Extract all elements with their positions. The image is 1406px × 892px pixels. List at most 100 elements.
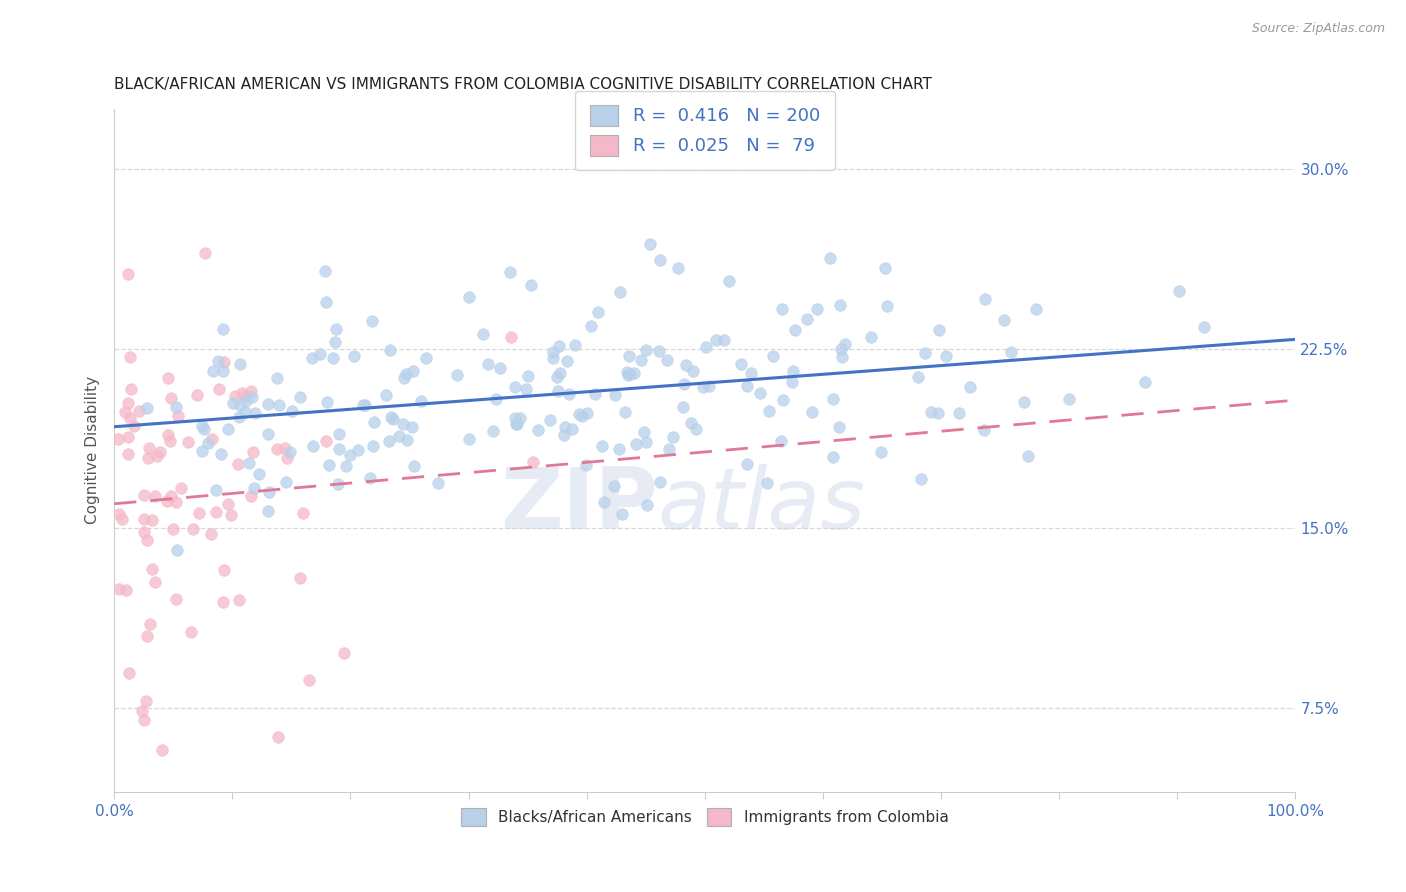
Point	[737, 457, 759, 471]
Point	[242, 444, 264, 458]
Point	[247, 467, 270, 482]
Point	[204, 483, 226, 497]
Point	[156, 493, 179, 508]
Point	[636, 498, 658, 512]
Point	[616, 368, 638, 382]
Point	[685, 422, 707, 436]
Point	[156, 428, 179, 442]
Point	[309, 347, 332, 361]
Point	[579, 319, 602, 334]
Text: Source: ZipAtlas.com: Source: ZipAtlas.com	[1251, 22, 1385, 36]
Point	[208, 382, 231, 396]
Point	[169, 481, 191, 495]
Point	[107, 432, 129, 446]
Point	[111, 512, 134, 526]
Point	[458, 290, 481, 304]
Point	[636, 343, 658, 358]
Point	[361, 314, 384, 328]
Point	[382, 412, 405, 426]
Point	[547, 384, 569, 399]
Point	[679, 417, 702, 431]
Point	[138, 441, 160, 455]
Point	[193, 422, 215, 436]
Point	[623, 366, 645, 380]
Point	[239, 489, 262, 503]
Point	[603, 479, 626, 493]
Point	[118, 350, 141, 364]
Point	[583, 386, 606, 401]
Point	[343, 350, 366, 364]
Point	[276, 451, 298, 466]
Point	[240, 384, 263, 398]
Point	[695, 340, 717, 354]
Point	[233, 405, 256, 419]
Point	[160, 391, 183, 405]
Point	[427, 475, 450, 490]
Point	[607, 442, 630, 457]
Point	[135, 401, 157, 416]
Point	[194, 245, 217, 260]
Point	[157, 371, 180, 385]
Point	[212, 595, 235, 609]
Point	[167, 409, 190, 424]
Point	[457, 432, 479, 446]
Point	[870, 445, 893, 459]
Point	[136, 450, 159, 465]
Point	[575, 458, 598, 473]
Point	[506, 417, 529, 431]
Point	[212, 321, 235, 335]
Point	[561, 421, 583, 435]
Point	[339, 448, 361, 462]
Point	[274, 441, 297, 455]
Point	[328, 426, 350, 441]
Point	[558, 386, 581, 401]
Point	[114, 405, 136, 419]
Point	[920, 404, 942, 418]
Point	[935, 349, 957, 363]
Point	[1017, 450, 1039, 464]
Point	[873, 261, 896, 276]
Point	[132, 488, 155, 502]
Point	[619, 368, 641, 382]
Point	[141, 512, 163, 526]
Point	[314, 264, 336, 278]
Text: BLACK/AFRICAN AMERICAN VS IMMIGRANTS FROM COLOMBIA COGNITIVE DISABILITY CORRELAT: BLACK/AFRICAN AMERICAN VS IMMIGRANTS FRO…	[114, 78, 932, 93]
Point	[217, 422, 239, 436]
Point	[318, 458, 340, 472]
Point	[166, 542, 188, 557]
Point	[117, 396, 139, 410]
Point	[229, 398, 252, 412]
Point	[380, 410, 402, 425]
Point	[266, 371, 288, 385]
Point	[821, 392, 844, 406]
Point	[650, 252, 672, 267]
Point	[238, 456, 260, 470]
Point	[1168, 284, 1191, 298]
Point	[235, 389, 257, 403]
Point	[197, 436, 219, 450]
Point	[672, 401, 695, 415]
Point	[117, 268, 139, 282]
Point	[603, 387, 626, 401]
Point	[363, 415, 385, 429]
Point	[149, 445, 172, 459]
Point	[522, 455, 544, 469]
Point	[446, 368, 468, 383]
Point	[541, 345, 564, 359]
Point	[377, 434, 399, 448]
Point	[267, 398, 290, 412]
Point	[973, 423, 995, 437]
Point	[187, 506, 209, 520]
Point	[266, 442, 288, 457]
Point	[219, 508, 242, 522]
Point	[257, 426, 280, 441]
Point	[713, 333, 735, 347]
Point	[834, 337, 856, 351]
Point	[359, 470, 381, 484]
Point	[135, 630, 157, 644]
Point	[200, 526, 222, 541]
Point	[224, 389, 246, 403]
Point	[1194, 320, 1216, 334]
Point	[973, 293, 995, 307]
Point	[159, 489, 181, 503]
